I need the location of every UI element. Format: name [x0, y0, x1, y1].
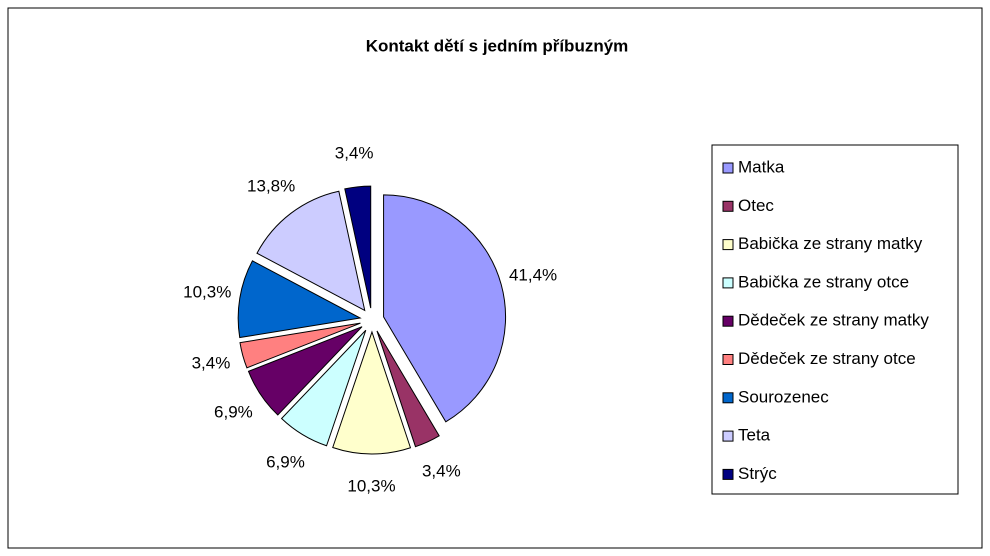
data-label: 10,3%	[347, 476, 395, 495]
legend-swatch	[722, 392, 734, 404]
data-label: 10,3%	[183, 282, 231, 301]
pie-slice	[237, 260, 362, 339]
pie-slice	[239, 322, 361, 369]
legend-label: Strýc	[738, 464, 777, 483]
legend-swatch	[722, 430, 734, 442]
chart-title: Kontakt dětí s jedním příbuzným	[366, 36, 629, 55]
pie-slice	[383, 194, 507, 423]
legend-label: Teta	[738, 426, 771, 445]
legend-swatch	[722, 200, 734, 212]
legend-label: Sourozenec	[738, 387, 829, 406]
pie-slice	[247, 326, 363, 416]
pie-slice	[376, 330, 440, 448]
legend-swatch	[722, 315, 734, 327]
data-label: 3,4%	[335, 143, 374, 162]
legend-label: Matka	[738, 157, 785, 176]
legend-label: Babička ze strany otce	[738, 272, 909, 291]
pie-slice	[280, 329, 367, 447]
legend-label: Dědeček ze strany otce	[738, 349, 916, 368]
data-label: 13,8%	[247, 176, 295, 195]
legend-swatch	[722, 162, 734, 174]
data-label: 3,4%	[422, 461, 461, 480]
legend-swatch	[722, 239, 734, 251]
legend-swatch	[722, 468, 734, 480]
data-label: 41,4%	[509, 265, 557, 284]
data-label: 6,9%	[214, 403, 253, 422]
legend-swatch	[722, 277, 734, 289]
pie-slice	[332, 330, 412, 455]
data-label: 3,4%	[192, 354, 231, 373]
pie-slice	[256, 190, 366, 312]
data-label: 6,9%	[266, 452, 305, 471]
legend-label: Dědeček ze strany matky	[738, 311, 929, 330]
legend-swatch	[722, 354, 734, 365]
legend-label: Otec	[738, 196, 774, 215]
legend-box	[711, 144, 959, 495]
legend-label: Babička ze strany matky	[738, 234, 923, 253]
pie-slice	[344, 185, 372, 309]
